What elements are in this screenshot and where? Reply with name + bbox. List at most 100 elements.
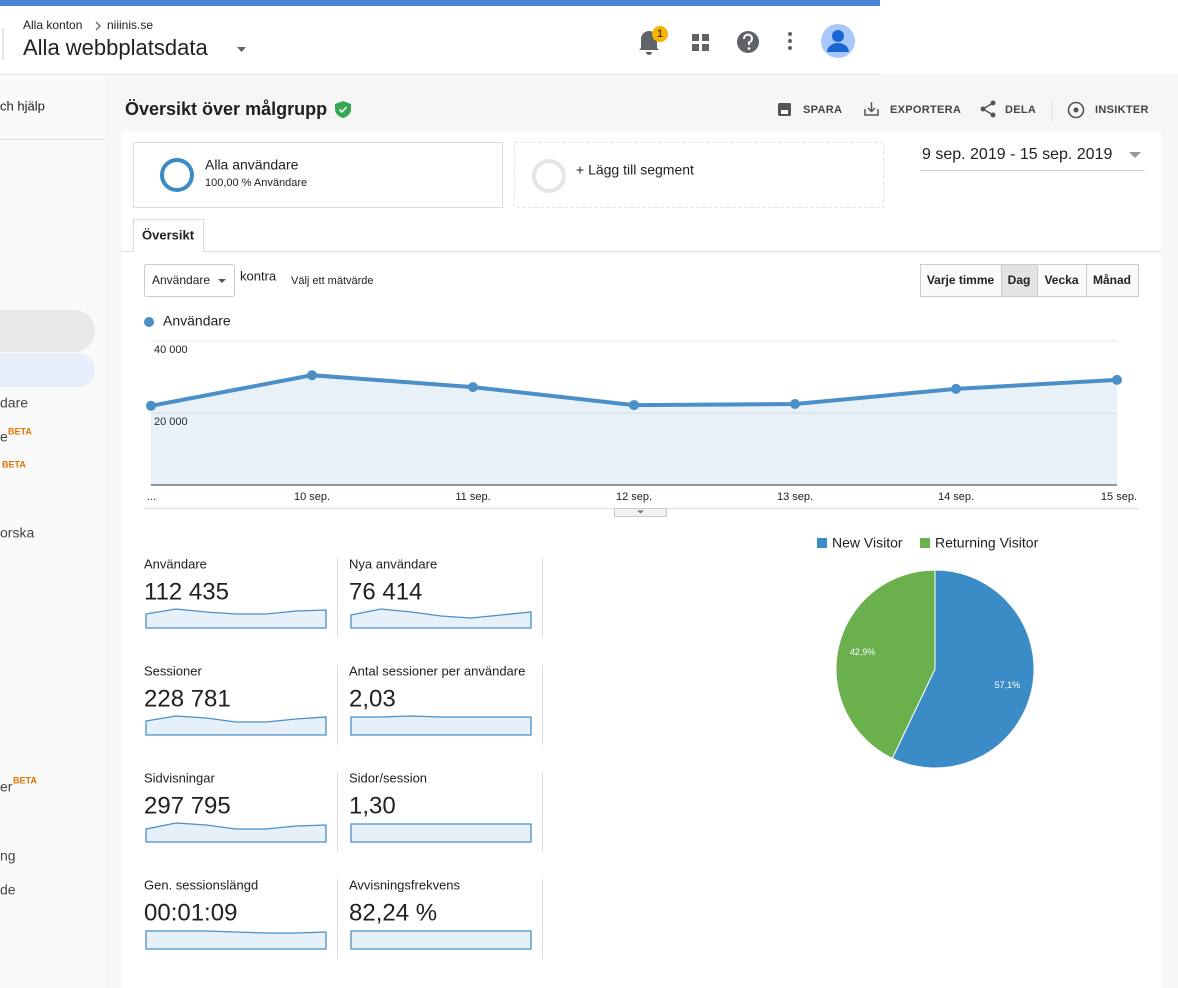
area bbox=[151, 375, 1117, 485]
point bbox=[468, 382, 478, 393]
collapse-arrow bbox=[637, 510, 644, 514]
sparkline bbox=[145, 715, 327, 736]
avatar-head bbox=[832, 30, 844, 42]
x-tick-label: 13 sep. bbox=[777, 491, 813, 503]
metric-label: Gen. sessionslängd bbox=[144, 877, 258, 892]
notification-count: 1 bbox=[657, 28, 663, 40]
metric-dropdown[interactable] bbox=[144, 264, 235, 297]
pie-label: 57,1% bbox=[995, 680, 1021, 690]
insights-icon[interactable] bbox=[1067, 101, 1085, 119]
save-icon-detail bbox=[781, 110, 788, 114]
segment-name: Alla användare bbox=[205, 157, 299, 173]
header-right bbox=[880, 0, 1178, 74]
add-segment[interactable]: + Lägg till segment bbox=[576, 162, 694, 178]
sidebar-selected[interactable] bbox=[0, 310, 95, 352]
metric-value: 228 781 bbox=[144, 685, 231, 712]
point bbox=[146, 400, 156, 411]
segment-card[interactable] bbox=[133, 142, 503, 208]
granularity-label[interactable]: Varje timme bbox=[927, 273, 995, 287]
pie-slice bbox=[835, 569, 936, 759]
metric-label: Användare bbox=[144, 556, 207, 571]
notification-badge bbox=[652, 26, 668, 42]
search-placeholder[interactable]: ch hjälp bbox=[0, 98, 45, 113]
pie-label: 42,9% bbox=[850, 647, 876, 657]
export-icon[interactable] bbox=[864, 102, 879, 116]
breadcrumb-account[interactable]: Alla konton bbox=[23, 18, 82, 32]
verified-check bbox=[338, 106, 348, 114]
tab-label[interactable]: Översikt bbox=[142, 227, 195, 242]
help-dot bbox=[747, 47, 751, 50]
y-tick-label: 20 000 bbox=[154, 416, 188, 428]
nav-item[interactable]: orska bbox=[0, 525, 34, 541]
add-segment-card[interactable] bbox=[514, 142, 884, 208]
action-insights[interactable]: INSIKTER bbox=[1095, 104, 1149, 116]
insights-dot bbox=[1073, 107, 1079, 113]
granularity-button[interactable] bbox=[1037, 264, 1087, 297]
versus-label: kontra bbox=[240, 268, 277, 283]
sparkline bbox=[350, 823, 532, 843]
action-share[interactable]: DELA bbox=[1005, 104, 1036, 116]
x-tick-label: 10 sep. bbox=[294, 491, 330, 503]
granularity-button[interactable] bbox=[1086, 264, 1139, 297]
sidebar-active[interactable] bbox=[0, 353, 95, 387]
x-tick-label: 12 sep. bbox=[616, 491, 652, 503]
more-icon[interactable] bbox=[788, 32, 792, 50]
view-dropdown-arrow[interactable] bbox=[237, 47, 246, 52]
metric-value: 82,24 % bbox=[349, 899, 437, 926]
save-icon[interactable] bbox=[778, 103, 791, 116]
x-tick-label: 14 sep. bbox=[938, 491, 974, 503]
granularity-button[interactable] bbox=[1001, 264, 1038, 297]
tab[interactable] bbox=[133, 219, 204, 252]
point bbox=[1112, 374, 1122, 385]
scorecard-dividers bbox=[337, 558, 543, 959]
metric-selector[interactable]: Användare bbox=[152, 273, 210, 287]
report-title: Översikt över målgrupp bbox=[125, 99, 327, 119]
granularity-label[interactable]: Månad bbox=[1093, 273, 1131, 287]
point bbox=[790, 399, 800, 409]
sparkline bbox=[350, 715, 532, 736]
sidebar bbox=[0, 75, 105, 988]
action-export[interactable]: EXPORTERA bbox=[890, 104, 961, 116]
view-selector[interactable]: Alla webbplatsdata bbox=[23, 35, 208, 60]
header bbox=[0, 6, 880, 74]
metric-label: Sidvisningar bbox=[144, 770, 215, 785]
verified-icon bbox=[335, 101, 351, 118]
pie-slice bbox=[891, 569, 1035, 769]
nav-item[interactable]: er bbox=[0, 779, 13, 795]
help-mark bbox=[743, 33, 753, 45]
x-tick-label: ... bbox=[147, 491, 156, 503]
metric-value: 2,03 bbox=[349, 685, 396, 712]
x-tick-label: 11 sep. bbox=[455, 491, 490, 503]
sparkline bbox=[145, 822, 327, 843]
nav-item[interactable]: ng bbox=[0, 848, 16, 864]
breadcrumb-separator bbox=[95, 21, 101, 31]
metric-value: 1,30 bbox=[349, 792, 396, 819]
point bbox=[307, 370, 317, 381]
granularity-label[interactable]: Vecka bbox=[1044, 273, 1078, 287]
choose-metric-link[interactable]: Välj ett mätvärde bbox=[291, 275, 374, 287]
date-dropdown-arrow[interactable] bbox=[1129, 152, 1141, 158]
nav-item[interactable]: e bbox=[0, 429, 8, 445]
metric-dropdown-arrow bbox=[218, 279, 226, 283]
segment-detail: 100,00 % Användare bbox=[205, 177, 307, 189]
metric-value: 00:01:09 bbox=[144, 899, 237, 926]
date-range[interactable]: 9 sep. 2019 - 15 sep. 2019 bbox=[922, 146, 1112, 163]
sparkline bbox=[145, 608, 327, 629]
action-save[interactable]: SPARA bbox=[803, 104, 842, 116]
avatar-body bbox=[827, 43, 849, 52]
point bbox=[629, 400, 639, 411]
beta-badge: BETA bbox=[8, 426, 32, 436]
legend-label: New Visitor bbox=[832, 535, 903, 551]
breadcrumb-property[interactable]: niiinis.se bbox=[107, 18, 153, 32]
granularity-button[interactable] bbox=[920, 264, 1002, 297]
granularity-label[interactable]: Dag bbox=[1008, 273, 1031, 287]
report-header bbox=[122, 88, 1161, 131]
apps-icon[interactable] bbox=[692, 34, 709, 51]
add-segment-indicator bbox=[532, 159, 566, 193]
legend-marker bbox=[920, 538, 930, 548]
nav-item[interactable]: de bbox=[0, 882, 16, 898]
share-dot bbox=[980, 106, 986, 112]
nav-item[interactable]: dare bbox=[0, 395, 28, 411]
